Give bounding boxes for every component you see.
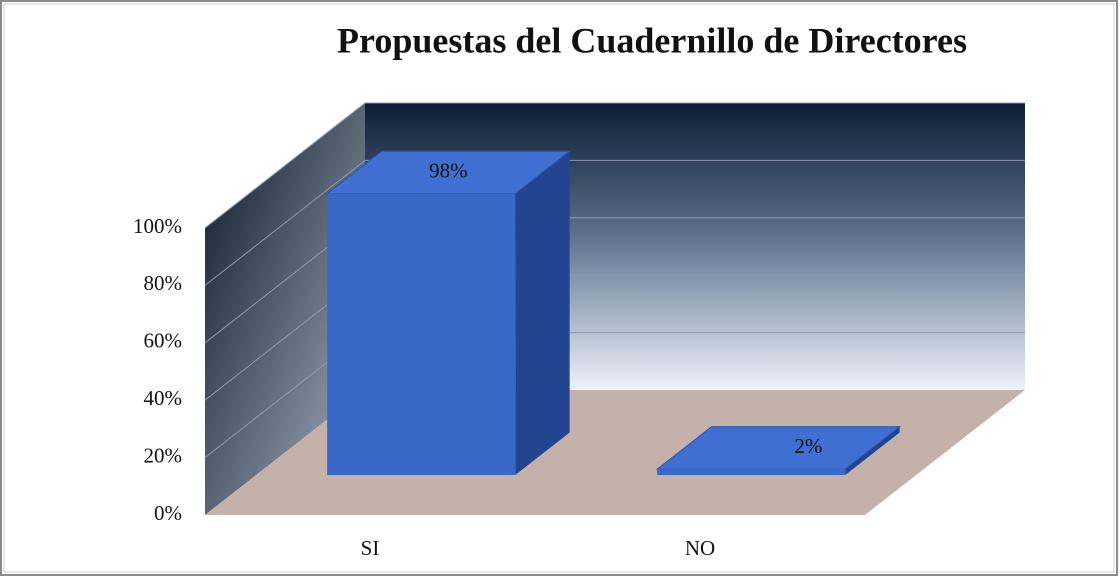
y-tick-label: 60% <box>144 329 183 353</box>
bar-front <box>657 469 846 475</box>
y-tick-label: 80% <box>144 271 183 295</box>
bar-side <box>845 426 900 475</box>
grid-line <box>204 102 366 229</box>
y-tick-label: 100% <box>133 214 182 238</box>
y-tick-label: 40% <box>144 386 183 410</box>
x-tick-label: SI <box>361 536 380 560</box>
grid-line <box>204 160 366 286</box>
left-wall <box>205 103 365 515</box>
value-label: 98% <box>429 158 468 182</box>
frame-inner <box>3 3 1115 573</box>
y-tick-label: 0% <box>154 501 182 525</box>
x-tick-label: NO <box>685 536 715 560</box>
chart-title: Propuestas del Cuadernillo de Directores <box>337 20 967 60</box>
y-tick-label: 20% <box>144 443 183 467</box>
value-label: 2% <box>794 434 822 458</box>
bar-front <box>327 193 516 476</box>
bar-side <box>515 151 570 476</box>
